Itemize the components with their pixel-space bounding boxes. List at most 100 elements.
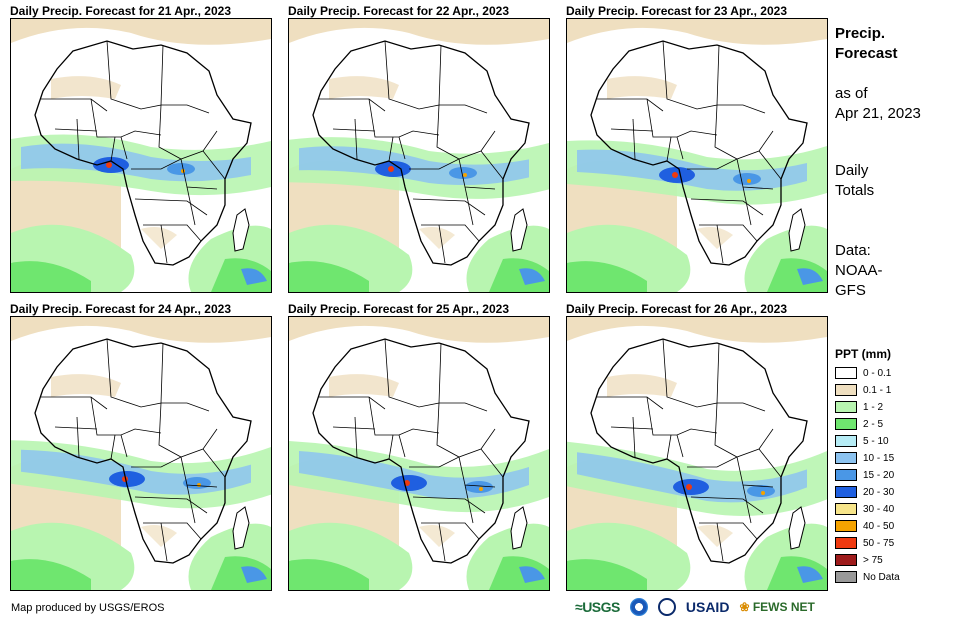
country-border [160, 224, 168, 264]
legend-label: 5 - 10 [863, 436, 889, 447]
country-border [131, 456, 182, 468]
africa-map [567, 19, 827, 292]
legend-swatch [835, 571, 857, 584]
nasa-style-seal-icon [657, 598, 676, 616]
country-border [202, 448, 226, 478]
coastline [34, 40, 252, 266]
legend-title: PPT (mm) [835, 347, 892, 361]
legend-item: 10 - 15 [835, 452, 894, 466]
country-border [110, 434, 116, 460]
extreme-rain-cell [106, 162, 112, 168]
country-border [716, 522, 724, 562]
map-panel-3: Daily Precip. Forecast for 23 Apr., 2023 [566, 4, 828, 293]
precip-area [241, 268, 267, 285]
legend-swatch [835, 486, 857, 499]
country-border [699, 224, 758, 242]
precip-area [489, 258, 549, 292]
dry-patch [51, 76, 121, 99]
madagascar [788, 208, 806, 252]
precip-area [289, 559, 369, 590]
country-border [662, 40, 720, 110]
land-mass [591, 41, 807, 265]
precip-area [797, 566, 823, 583]
heavy-rain-cell [465, 481, 493, 493]
country-border [610, 426, 654, 430]
panel-title: Daily Precip. Forecast for 22 Apr., 2023 [288, 4, 509, 18]
coastline [312, 40, 530, 266]
country-border [687, 456, 738, 468]
country-border [161, 402, 210, 412]
country-border [699, 522, 758, 540]
legend-label: 50 - 75 [863, 538, 895, 549]
madagascar [510, 506, 528, 550]
country-border [398, 136, 406, 160]
precip-area [289, 317, 549, 343]
country-border [421, 522, 480, 540]
africa-map [289, 19, 549, 292]
country-border [202, 150, 226, 180]
country-border [332, 426, 376, 430]
extreme-rain-cell [388, 166, 394, 172]
country-border [690, 496, 764, 514]
legend-swatch [835, 367, 857, 380]
panel-title: Daily Precip. Forecast for 23 Apr., 2023 [566, 4, 787, 18]
country-border [354, 416, 358, 458]
country-border [676, 434, 684, 458]
dry-patch [419, 525, 455, 547]
agency-logos: ≈USGS USAID ❀ FEWS NET [575, 596, 815, 618]
legend-item: 30 - 40 [835, 503, 894, 517]
precip-area [11, 19, 271, 45]
precip-area [767, 258, 827, 292]
country-border [716, 224, 724, 264]
map-panel-4: Daily Precip. Forecast for 24 Apr., 2023 [10, 302, 272, 591]
country-border [421, 224, 480, 242]
country-border [632, 416, 636, 458]
country-border [143, 522, 202, 540]
precip-map [566, 316, 828, 591]
usaid-logo: USAID [685, 599, 730, 615]
country-border [480, 150, 504, 180]
legend-item: 0 - 0.1 [835, 367, 891, 381]
precip-map [10, 18, 272, 293]
country-border [384, 40, 442, 110]
noaa-logo [629, 598, 648, 616]
legend-swatch [835, 418, 857, 431]
legend-swatch [835, 503, 857, 516]
heavy-rain-cell [733, 173, 761, 185]
madagascar [788, 506, 806, 550]
extreme-rain-cell [747, 179, 751, 183]
precip-map [288, 18, 550, 293]
precip-area [797, 268, 823, 285]
heavy-rain-cell [449, 167, 477, 179]
legend-label: 2 - 5 [863, 419, 884, 430]
precip-area [519, 566, 545, 583]
dry-patch [329, 76, 399, 99]
legend-label: > 75 [863, 555, 883, 566]
extreme-rain-cell [761, 491, 765, 495]
africa-map [11, 19, 271, 292]
country-border [54, 128, 98, 132]
dry-patch [697, 525, 733, 547]
precip-map [566, 18, 828, 293]
legend-label: 0 - 0.1 [863, 368, 892, 379]
country-border [120, 434, 128, 458]
country-border [106, 40, 164, 110]
precip-area [567, 559, 647, 590]
country-border [438, 224, 446, 264]
precip-area [11, 317, 271, 343]
country-border [464, 186, 474, 226]
precip-area [211, 258, 271, 292]
precip-area [211, 556, 271, 590]
country-border [76, 118, 80, 160]
country-border [438, 522, 446, 562]
precip-map [288, 316, 550, 591]
africa-map [567, 317, 827, 590]
country-border [160, 522, 168, 562]
precip-area [489, 556, 549, 590]
legend-label: 30 - 40 [863, 504, 895, 515]
map-panel-6: Daily Precip. Forecast for 26 Apr., 2023 [566, 302, 828, 591]
dry-patch [329, 374, 399, 397]
dry-patch [51, 374, 121, 397]
dry-patch [697, 227, 733, 249]
country-border [384, 338, 442, 408]
